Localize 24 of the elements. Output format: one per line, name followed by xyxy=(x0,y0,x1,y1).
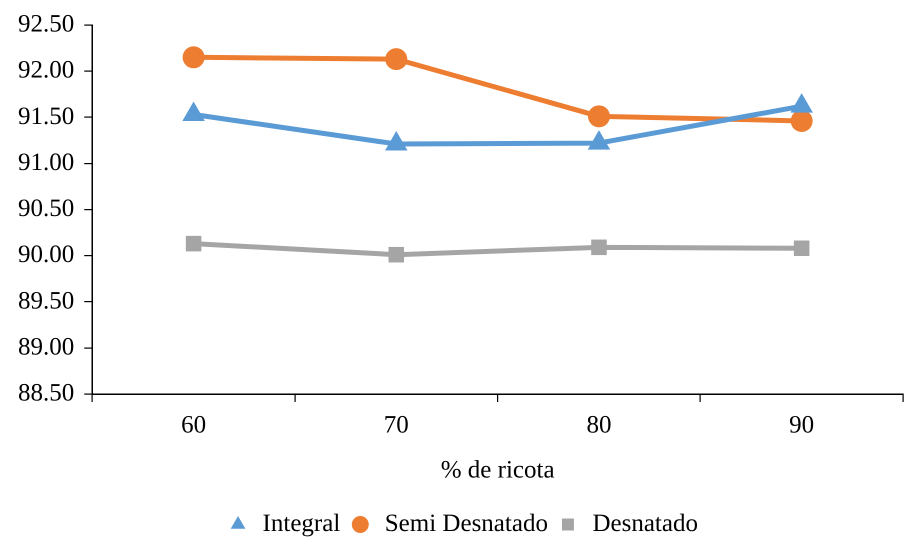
y-tick-label: 91.00 xyxy=(18,148,74,176)
legend-label: Desnatado xyxy=(592,510,698,538)
y-tick-label: 88.50 xyxy=(18,380,74,407)
y-tick-label: 91.50 xyxy=(18,102,74,130)
point xyxy=(591,240,607,256)
point xyxy=(794,240,810,256)
x-tick-label: 60 xyxy=(181,412,206,439)
y-tick-label: 89.50 xyxy=(18,287,74,314)
x-axis-title: % de ricota xyxy=(440,456,555,484)
point xyxy=(385,48,408,70)
y-tick-label: 89.00 xyxy=(18,333,74,360)
point xyxy=(186,236,202,252)
x-tick-label: 70 xyxy=(384,412,409,439)
x-tick-label: 90 xyxy=(789,412,814,439)
legend-label: Semi Desnatado xyxy=(384,510,548,538)
y-tick-label: 92.50 xyxy=(18,10,74,38)
y-tick-label: 92.00 xyxy=(18,56,74,84)
point xyxy=(182,46,205,68)
y-tick-label: 90.00 xyxy=(18,241,74,268)
point xyxy=(388,246,404,262)
point xyxy=(588,105,610,128)
legend-label: Integral xyxy=(262,510,340,538)
y-tick-label: 90.50 xyxy=(18,195,74,222)
x-tick-label: 80 xyxy=(586,412,612,439)
